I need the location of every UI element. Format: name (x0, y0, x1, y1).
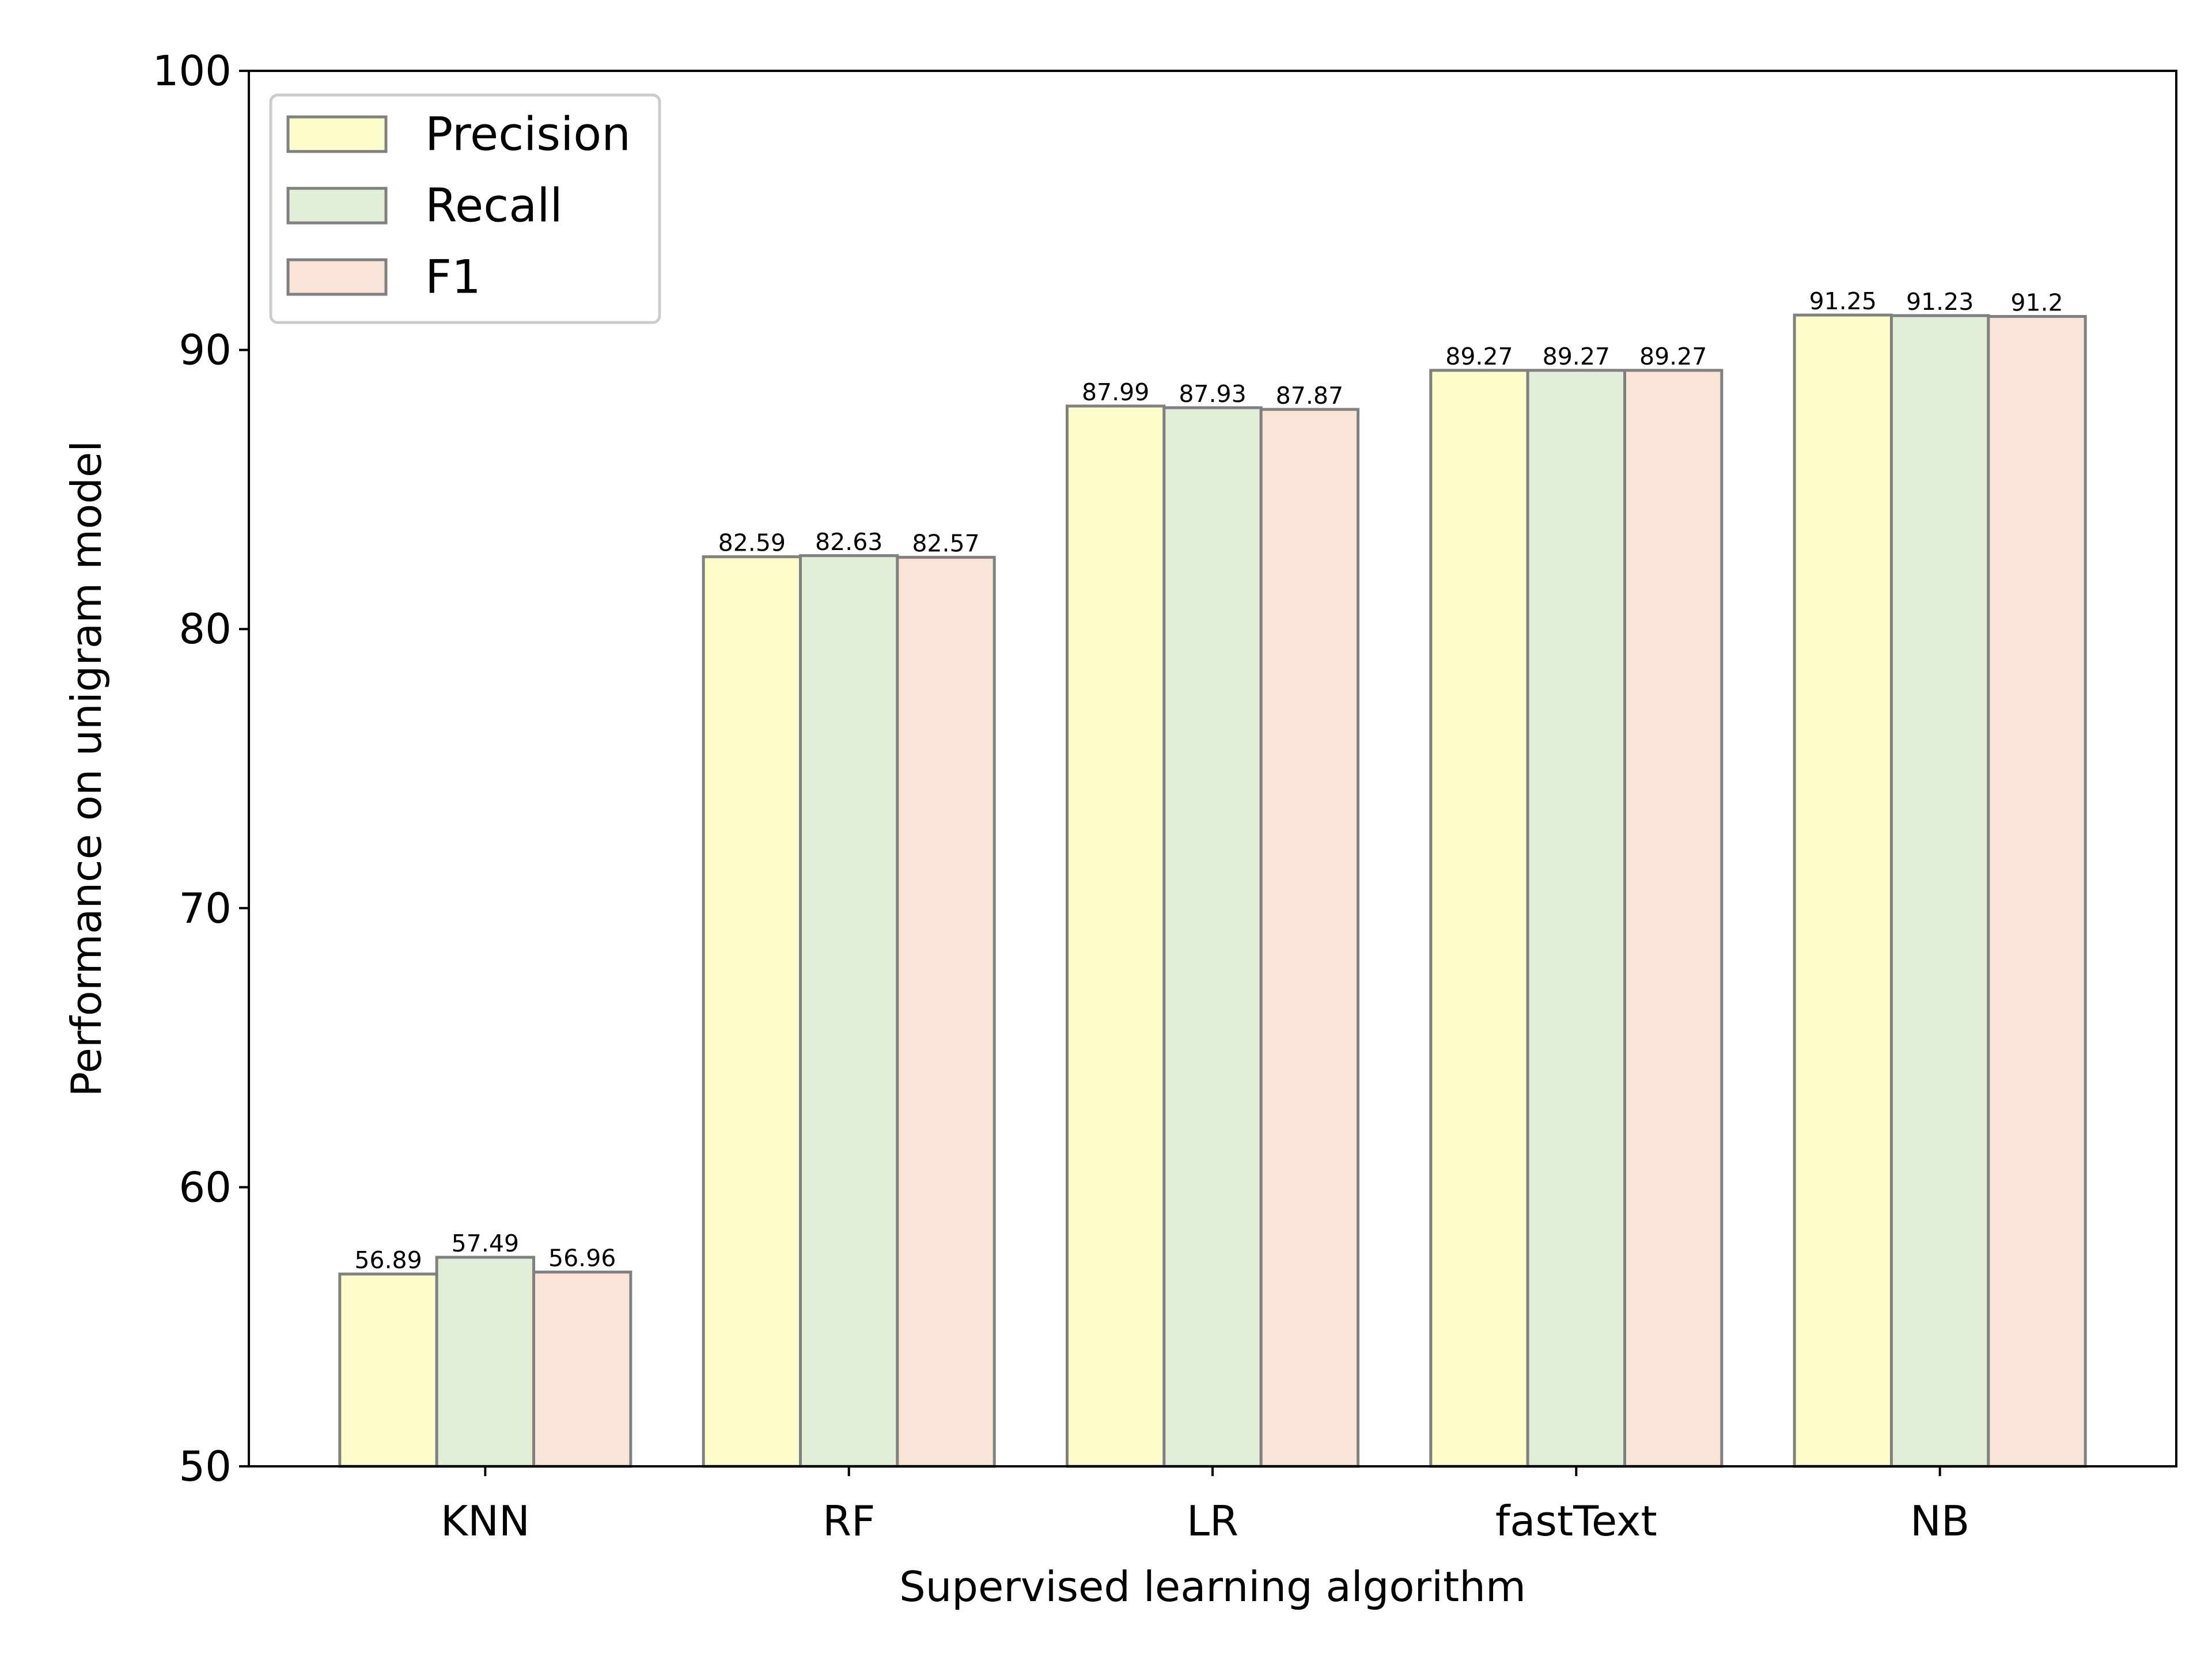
x-tick-label: KNN (441, 1497, 530, 1545)
data-label: 89.27 (1445, 343, 1513, 370)
bar-recall-fasttext (1526, 369, 1626, 1468)
data-label: 91.25 (1809, 287, 1877, 315)
legend: Precision Recall F1 (269, 93, 661, 324)
bar-f1-rf (896, 556, 996, 1468)
legend-label-f1: F1 (425, 251, 481, 304)
x-axis-label: Supervised learning algorithm (899, 1563, 1526, 1611)
bar-f1-nb (1987, 314, 2087, 1468)
legend-label-recall: Recall (425, 179, 563, 233)
data-label: 89.27 (1543, 343, 1610, 370)
legend-swatch-recall (286, 187, 388, 225)
bar-precision-lr (1065, 404, 1166, 1468)
data-label: 87.99 (1082, 378, 1149, 406)
y-tick-label: 90 (179, 326, 232, 374)
y-tick-label: 80 (179, 605, 232, 653)
bar-recall-knn (435, 1256, 536, 1468)
bar-f1-lr (1259, 408, 1360, 1468)
bar-precision-nb (1793, 313, 1893, 1468)
bar-recall-rf (799, 554, 899, 1468)
data-label: 82.59 (718, 529, 786, 557)
legend-label-precision: Precision (425, 108, 631, 161)
bar-f1-knn (532, 1271, 632, 1468)
labels-layer: 56.89 82.59 87.99 89.27 91.25 57.49 82.63 87.93… (354, 287, 2063, 1274)
legend-swatch-f1 (286, 258, 388, 296)
bar-precision-fasttext (1429, 369, 1529, 1468)
y-tick-label: 70 (179, 884, 232, 932)
bar-f1-fasttext (1623, 369, 1724, 1468)
legend-swatch-precision (286, 115, 388, 153)
y-tick-label: 100 (153, 47, 232, 95)
x-tick-label: LR (1187, 1497, 1238, 1545)
x-tick-label: NB (1910, 1497, 1969, 1545)
bars-layer (338, 313, 2087, 1468)
data-label: 87.87 (1276, 382, 1343, 409)
data-label: 91.23 (1906, 288, 1974, 316)
data-label: 82.63 (815, 528, 882, 556)
data-label: 87.93 (1179, 380, 1246, 408)
y-axis-label: Performance on unigram model (62, 441, 111, 1097)
y-tick-label: 60 (179, 1163, 232, 1211)
bar-precision-rf (702, 555, 802, 1468)
bar-precision-knn (338, 1272, 438, 1468)
data-label: 89.27 (1639, 343, 1707, 370)
bar-recall-nb (1889, 314, 1990, 1468)
axes-layer: 50 60 70 80 90 100 KNN RF LR fastText NB Supervised… (62, 47, 2177, 1611)
x-tick-label: RF (823, 1497, 875, 1545)
data-label: 91.2 (2010, 289, 2063, 316)
y-tick-label: 50 (179, 1442, 232, 1491)
bar-recall-lr (1162, 406, 1263, 1468)
x-tick-label: fastText (1495, 1497, 1657, 1545)
data-label: 57.49 (452, 1230, 519, 1257)
data-label: 56.89 (354, 1246, 422, 1274)
data-label: 82.57 (912, 530, 979, 558)
data-label: 56.96 (548, 1245, 616, 1272)
